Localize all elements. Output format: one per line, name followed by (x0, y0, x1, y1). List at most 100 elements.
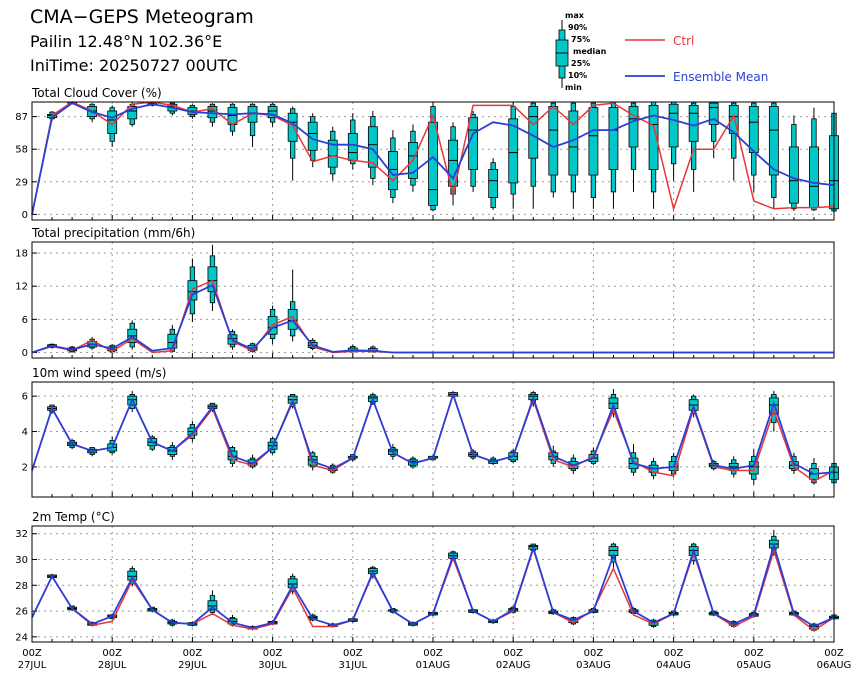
box-25-75 (508, 118, 519, 184)
box-25-75 (287, 308, 298, 330)
ensemble-box (568, 102, 579, 209)
panel-title: Total precipitation (mm/6h) (31, 226, 195, 240)
ensemble-box (267, 103, 278, 127)
ensemble-box (327, 126, 338, 181)
legend-box-label: 25% (571, 59, 590, 68)
box-25-75 (127, 106, 138, 120)
ensemble-box (608, 102, 619, 209)
y-tick-label: 29 (15, 177, 28, 188)
box-25-75 (568, 110, 579, 176)
ensemble-box (789, 115, 799, 212)
ensemble-box (768, 102, 779, 209)
y-tick-label: 28 (15, 581, 28, 592)
ensemble-mean-line (31, 283, 834, 354)
x-tick-date: 01AUG (416, 660, 451, 671)
x-tick-date: 06AUG (817, 660, 852, 671)
ensemble-box (468, 110, 479, 192)
ensemble-box (207, 244, 218, 312)
box-25-75 (267, 106, 278, 119)
panel-frame (31, 525, 835, 643)
box-25-75 (688, 104, 699, 142)
ensemble-box (367, 110, 378, 186)
y-tick-label: 0 (22, 348, 28, 359)
x-tick-hour: 00Z (102, 648, 122, 659)
legend-box-label: 75% (571, 35, 590, 44)
x-tick-date: 31JUL (339, 660, 368, 671)
box-25-75 (488, 169, 499, 198)
x-tick-hour: 00Z (664, 648, 684, 659)
x-tick-hour: 00Z (343, 648, 363, 659)
y-tick-label: 6 (22, 315, 28, 326)
box-25-75 (528, 106, 539, 159)
y-tick-label: 30 (15, 555, 28, 566)
x-tick-hour: 00Z (183, 648, 203, 659)
ensemble-box (588, 102, 599, 209)
box-25-75 (789, 146, 799, 204)
y-tick-label: 87 (15, 112, 28, 123)
ensemble-box (247, 103, 258, 147)
panel-title: 2m Temp (°C) (32, 510, 115, 524)
panel-frame (31, 241, 835, 359)
chart-panels: Total Cloud Cover (%) 0 29 58 87 Total precip… (15, 86, 839, 643)
box-25-75 (708, 102, 719, 125)
box-25-75 (287, 112, 298, 142)
ensemble-box (809, 107, 819, 212)
location-label: Pailin 12.48°N 102.36°E (30, 32, 223, 51)
x-tick-date: 30JUL (258, 660, 287, 671)
legend-mean-label: Ensemble Mean (673, 70, 768, 84)
ensemble-mean-line (31, 102, 835, 215)
ensemble-box (668, 101, 679, 181)
ctrl-line (31, 546, 835, 632)
box-25-75 (608, 107, 619, 170)
ensemble-mean-line (31, 391, 835, 475)
y-tick-label: 32 (15, 529, 28, 540)
x-tick-hour: 00Z (503, 648, 523, 659)
x-tick-date: 28JUL (98, 660, 127, 671)
x-tick-hour: 00Z (263, 648, 283, 659)
ensemble-box (748, 449, 759, 485)
box-25-75 (207, 266, 218, 293)
x-tick-date: 04AUG (656, 660, 691, 671)
y-tick-label: 26 (15, 607, 28, 618)
panel-3: 2m Temp (°C) 24 26 28 30 32 (15, 510, 839, 643)
panel-title: Total Cloud Cover (%) (31, 86, 162, 100)
x-tick-date: 29JUL (178, 660, 207, 671)
ctrl-line (31, 101, 835, 215)
legend-ctrl-label: Ctrl (673, 34, 694, 48)
ensemble-box (688, 102, 699, 192)
box-25-75 (809, 146, 819, 209)
meteogram-title: CMA−GEPS Meteogram (30, 6, 254, 28)
y-tick-label: 0 (22, 210, 28, 221)
box-25-75 (748, 106, 759, 153)
ensemble-box (488, 158, 499, 210)
legend: max 90% 75% median 25% 10% min Ctrl Ensemble Mea… (555, 11, 768, 92)
panel-frame (31, 381, 835, 498)
box-25-75 (588, 107, 599, 176)
legend-box-label: 90% (568, 23, 587, 32)
y-tick-label: 58 (15, 145, 28, 156)
y-tick-label: 6 (22, 392, 28, 403)
x-tick-hour: 00Z (22, 648, 42, 659)
box-25-75 (768, 106, 779, 176)
box-25-75 (327, 139, 338, 168)
ensemble-mean-line (31, 542, 835, 629)
x-tick-date: 05AUG (736, 660, 771, 671)
panel-frame (31, 101, 835, 221)
ensemble-box (508, 102, 519, 209)
ensemble-box (127, 320, 138, 350)
box-25-75 (668, 103, 679, 148)
ensemble-box (207, 590, 218, 615)
init-time-label: IniTime: 20250727 00UTC (30, 56, 238, 75)
box-25-75 (207, 600, 218, 611)
y-tick-label: 4 (22, 427, 28, 438)
panel-0: Total Cloud Cover (%) 0 29 58 87 (15, 86, 839, 221)
ensemble-box (648, 101, 659, 209)
x-tick-hour: 00Z (423, 648, 443, 659)
box-25-75 (428, 121, 438, 206)
y-tick-label: 12 (15, 282, 28, 293)
legend-box-label: median (573, 47, 607, 56)
panel-title: 10m wind speed (m/s) (32, 366, 166, 380)
ensemble-box (207, 103, 218, 127)
ensemble-box (548, 102, 559, 198)
x-tick-date: 27JUL (18, 660, 47, 671)
